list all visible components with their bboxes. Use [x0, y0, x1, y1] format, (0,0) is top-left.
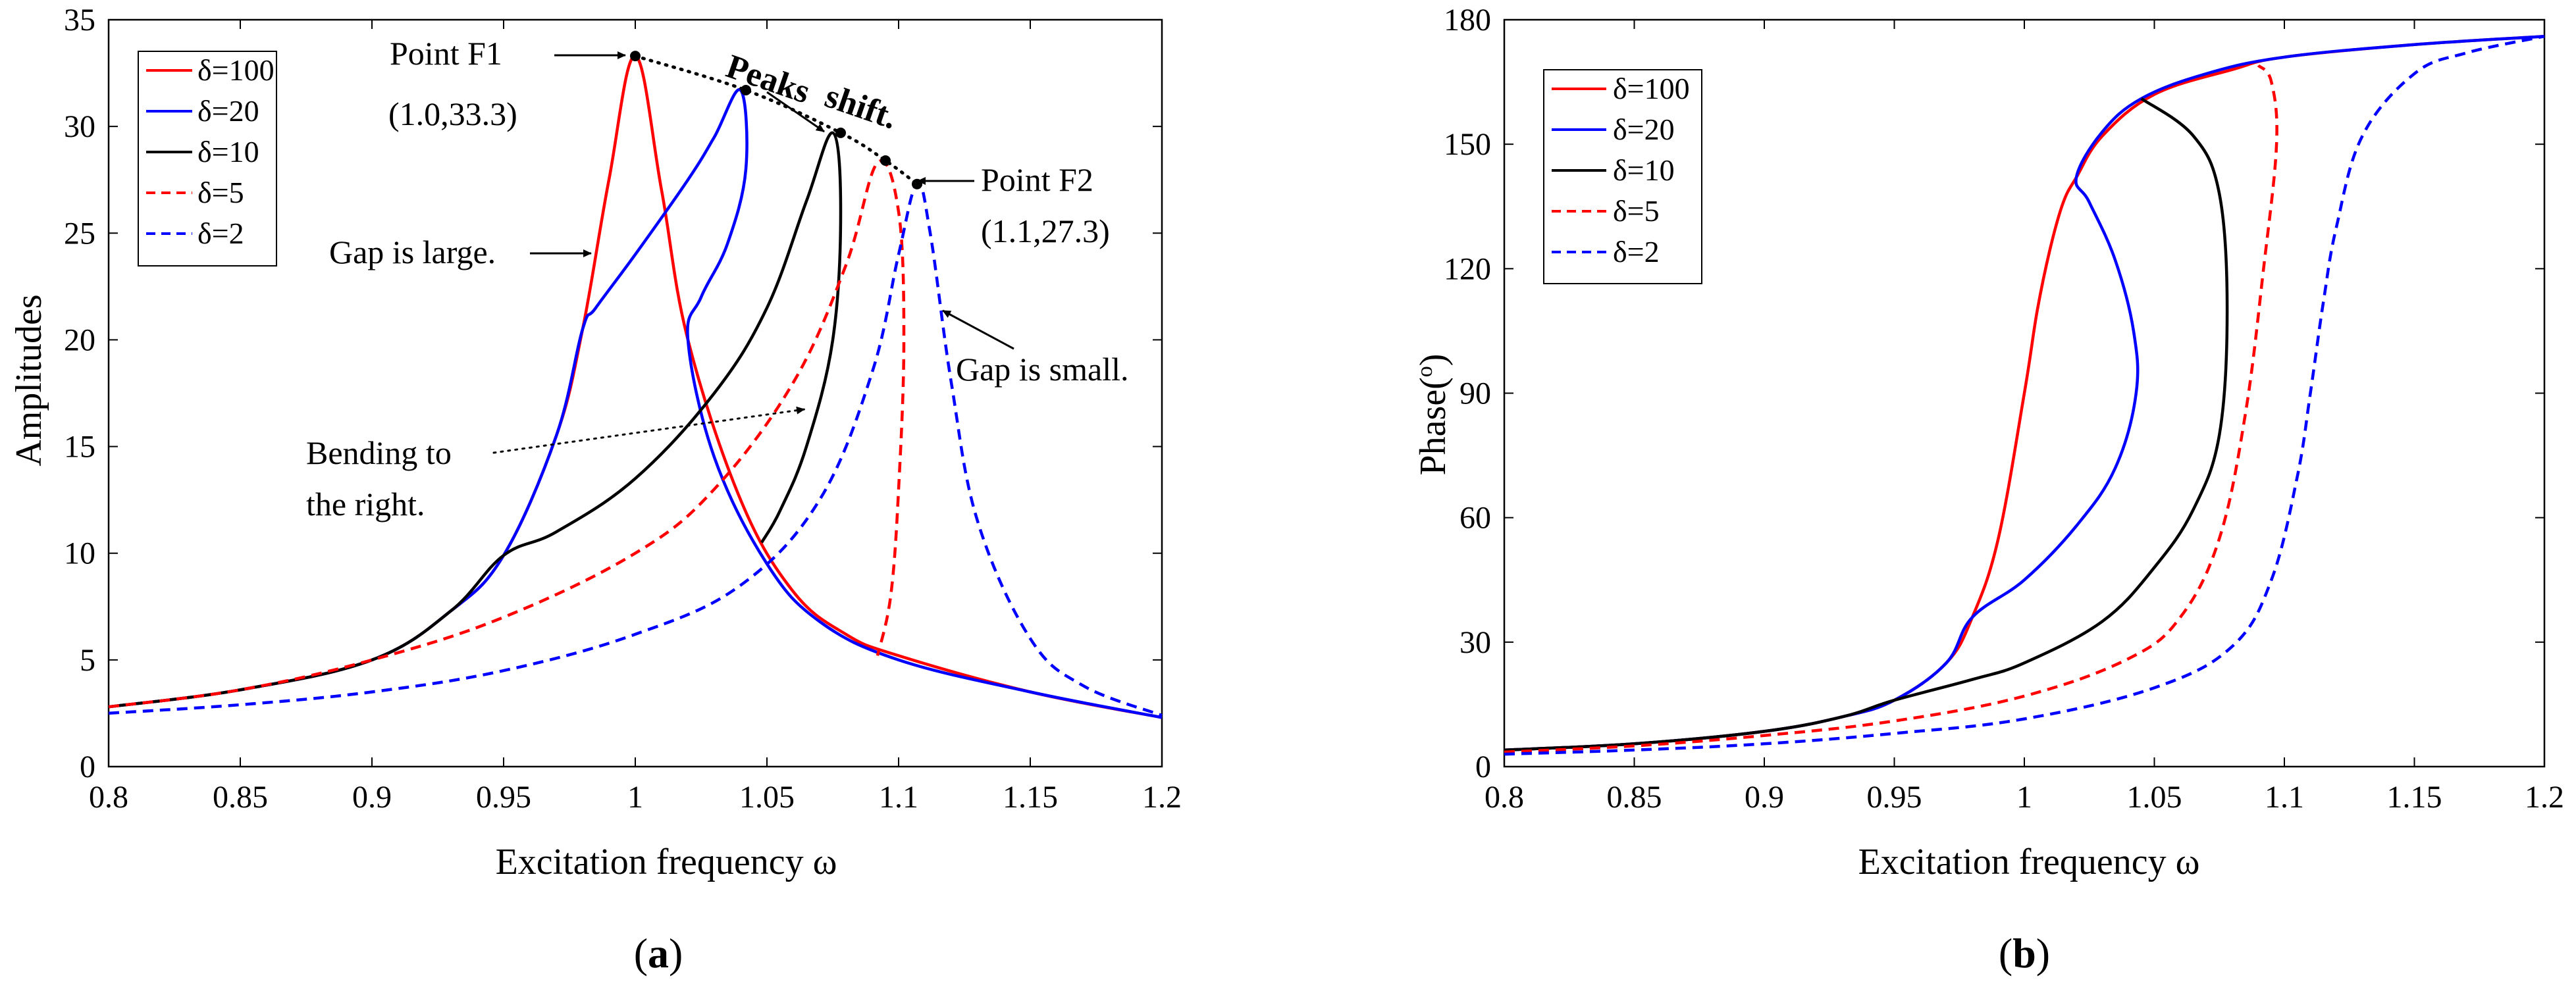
legend-b: δ=100 δ=20 δ=10 δ=5 δ=2 [1543, 69, 1702, 284]
x-tick-label-b-2: 0.9 [1745, 780, 1784, 815]
annotation-point-f2: Point F2 [981, 161, 1093, 198]
y-tick-label-b-0: 0 [1475, 750, 1491, 784]
y-tick-label-a-3: 15 [64, 430, 95, 465]
x-tick-label-a-4: 1 [627, 780, 643, 815]
panel-label-b: (b) [1999, 930, 2050, 977]
y-tick-label-a-7: 35 [64, 3, 95, 38]
x-tick-label-a-0: 0.8 [89, 780, 128, 815]
x-tick-label-b-8: 1.2 [2525, 780, 2564, 815]
series-b-3 [1504, 64, 2278, 754]
peak-marker-4 [880, 155, 891, 166]
y-tick-label-b-6: 180 [1444, 3, 1491, 38]
chart-panel-a: 0.8 0.85 0.9 0.95 1 1.05 1.1 1.15 1.2 0 5 10 15 20 25 3… [9, 3, 1182, 977]
legend-a-label-4: δ=5 [197, 176, 244, 209]
arrow-peaks-shift [766, 91, 825, 133]
annotation-shift: shift. [820, 77, 902, 136]
y-tick-label-a-5: 25 [64, 216, 95, 251]
y-tick-label-b-1: 30 [1459, 625, 1491, 660]
legend-a-label-5: δ=2 [197, 216, 244, 250]
annotation-gap-large: Gap is large. [329, 234, 496, 270]
x-tick-label-b-0: 0.8 [1485, 780, 1524, 815]
x-tick-label-a-1: 0.85 [213, 780, 268, 815]
legend-a-box [138, 51, 277, 267]
panel-label-a: (a) [634, 930, 683, 977]
annotation-bending-1: Bending to [306, 434, 452, 471]
annotation-peaks: Peaks [722, 47, 814, 111]
peak-marker-0 [630, 51, 641, 62]
x-tick-label-b-4: 1 [2016, 780, 2032, 815]
y-axis-label-a: Amplitudes [9, 294, 49, 466]
series-a-3 [108, 159, 906, 709]
series-b-2 [1504, 97, 2229, 752]
legend-b-label-2: δ=20 [1613, 113, 1675, 146]
legend-a-label-3: δ=10 [197, 135, 259, 168]
ticks-b: 0.8 0.85 0.9 0.95 1 1.05 1.1 1.15 1.2 0 30 60 90 120 1… [1444, 3, 2564, 815]
legend-b-label-3: δ=10 [1613, 153, 1675, 187]
peak-markers [630, 51, 922, 190]
x-axis-label-a: Excitation frequency ω [496, 842, 837, 882]
series-a-4 [108, 182, 1163, 717]
legend-a-label-1: δ=100 [197, 53, 275, 87]
x-tick-label-b-6: 1.1 [2265, 780, 2304, 815]
x-tick-label-a-2: 0.9 [352, 780, 392, 815]
peak-marker-3 [835, 127, 846, 138]
legend-a-label-2: δ=20 [197, 94, 259, 128]
arrow-gap-small [942, 309, 1014, 350]
ticks-a: 0.8 0.85 0.9 0.95 1 1.05 1.1 1.15 1.2 0 5 10 15 20 25 3… [64, 3, 1182, 815]
x-tick-label-a-6: 1.1 [879, 780, 918, 815]
legend-b-label-5: δ=2 [1613, 235, 1660, 268]
arrow-bending-right [492, 406, 806, 454]
series-group-b [1504, 34, 2545, 756]
x-tick-label-a-7: 1.15 [1003, 780, 1058, 815]
series-b-4 [1504, 35, 2545, 756]
legend-b-label-4: δ=5 [1613, 194, 1660, 228]
x-tick-label-b-5: 1.05 [2127, 780, 2182, 815]
y-tick-label-a-2: 10 [64, 536, 95, 571]
x-tick-label-b-3: 0.95 [1867, 780, 1922, 815]
chart-panel-b: 0.8 0.85 0.9 0.95 1 1.05 1.1 1.15 1.2 0 30 60 90 120 1… [1413, 3, 2564, 977]
annotation-point-f1-coord: (1.0,33.3) [388, 95, 517, 132]
legend-b-label-1: δ=100 [1613, 72, 1690, 105]
x-axis-label-b: Excitation frequency ω [1858, 842, 2200, 882]
legend-a: δ=100 δ=20 δ=10 δ=5 δ=2 [138, 51, 277, 267]
y-tick-label-a-0: 0 [80, 750, 95, 784]
annotation-point-f2-coord: (1.1,27.3) [981, 213, 1110, 249]
x-tick-label-a-8: 1.2 [1142, 780, 1182, 815]
x-tick-label-a-5: 1.05 [739, 780, 795, 815]
annotation-bending-2: the right. [306, 486, 425, 522]
x-tick-label-b-7: 1.15 [2387, 780, 2442, 815]
annotation-point-f1: Point F1 [390, 35, 502, 72]
y-tick-label-a-6: 30 [64, 109, 95, 144]
x-tick-label-a-3: 0.95 [476, 780, 531, 815]
y-tick-label-a-1: 5 [80, 643, 95, 678]
y-tick-label-b-2: 60 [1459, 501, 1491, 536]
y-axis-label-b: Phase(o) [1413, 354, 1454, 476]
legend-b-box [1543, 69, 1702, 284]
y-tick-label-b-3: 90 [1459, 376, 1491, 411]
annotation-gap-small: Gap is small. [956, 351, 1128, 388]
peak-marker-2 [741, 85, 751, 96]
peaks-shift-curve [633, 54, 919, 186]
y-tick-label-a-4: 20 [64, 322, 95, 357]
y-tick-label-b-4: 120 [1444, 251, 1491, 286]
x-tick-label-b-1: 0.85 [1607, 780, 1662, 815]
y-tick-label-b-5: 150 [1444, 127, 1491, 162]
